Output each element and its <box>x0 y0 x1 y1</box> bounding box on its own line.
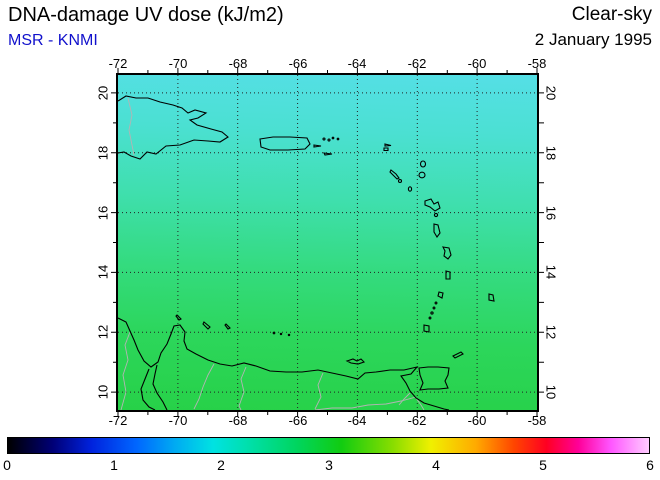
lat-tick-label-right: 12 <box>543 324 559 340</box>
colorbar-tick-label: 6 <box>646 457 654 473</box>
lat-tick-label-left: 16 <box>95 205 111 221</box>
lat-tick-label-left: 12 <box>95 324 111 340</box>
lon-tick-label-top: -60 <box>467 56 487 71</box>
colorbar-tick-label: 2 <box>217 457 225 473</box>
lat-tick-label-left: 20 <box>95 85 111 101</box>
lon-tick-label-bottom: -58 <box>527 413 547 428</box>
lon-tick-label-bottom: -60 <box>467 413 487 428</box>
date-label: 2 January 1995 <box>534 30 652 49</box>
colorbar-tick-label: 1 <box>110 457 118 473</box>
lon-tick-label-top: -64 <box>347 56 367 71</box>
colorbar-tick-label: 0 <box>3 457 11 473</box>
coast-hispaniola <box>118 95 229 160</box>
condition-label: Clear-sky <box>571 4 652 25</box>
lat-tick-label-right: 10 <box>543 384 559 400</box>
coast-puerto-rico <box>259 136 311 151</box>
colorbar-tick-label: 3 <box>325 457 333 473</box>
lon-tick-label-bottom: -62 <box>407 413 427 428</box>
tick-marks <box>111 68 544 417</box>
colorbar <box>7 437 650 454</box>
lon-tick-label-top: -62 <box>407 56 427 71</box>
colorbar-tick-label: 5 <box>539 457 547 473</box>
lon-tick-label-top: -66 <box>288 56 308 71</box>
map-canvas <box>111 68 544 417</box>
lon-tick-label-bottom: -72 <box>108 413 128 428</box>
lat-tick-label-left: 10 <box>95 384 111 400</box>
lon-tick-label-bottom: -68 <box>228 413 248 428</box>
lon-tick-label-top: -58 <box>527 56 547 71</box>
lon-tick-label-bottom: -70 <box>168 413 188 428</box>
lon-tick-label-top: -70 <box>168 56 188 71</box>
lat-tick-label-left: 14 <box>95 264 111 280</box>
lat-tick-label-right: 14 <box>543 264 559 280</box>
map-plot-svg <box>111 68 544 417</box>
lon-tick-label-bottom: -64 <box>347 413 367 428</box>
coast-trinidad <box>418 366 450 391</box>
lon-tick-label-top: -68 <box>228 56 248 71</box>
page-title: DNA-damage UV dose (kJ/m2) <box>8 4 284 26</box>
lat-tick-label-left: 18 <box>95 145 111 161</box>
lon-tick-label-bottom: -66 <box>288 413 308 428</box>
source-label: MSR - KNMI <box>8 32 98 49</box>
colorbar-tick-label: 4 <box>432 457 440 473</box>
lon-tick-label-top: -72 <box>108 56 128 71</box>
lat-tick-label-right: 16 <box>543 205 559 221</box>
lat-tick-label-right: 20 <box>543 85 559 101</box>
rivers-and-borders <box>120 97 425 410</box>
grid-lines <box>118 75 537 410</box>
coast-south-america <box>118 317 450 410</box>
lat-tick-label-right: 18 <box>543 145 559 161</box>
coastlines <box>118 95 495 410</box>
